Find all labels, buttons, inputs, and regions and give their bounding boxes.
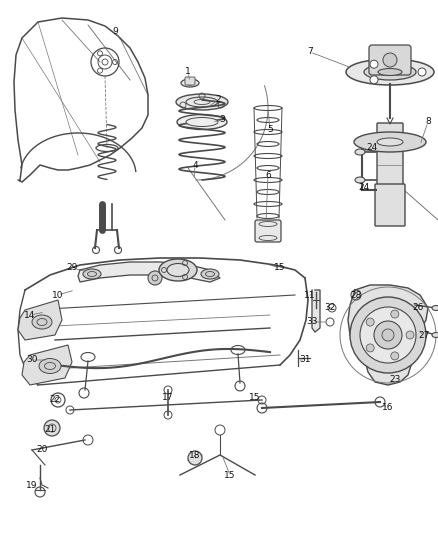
Polygon shape [348, 285, 428, 385]
Text: 5: 5 [267, 125, 273, 134]
Circle shape [391, 352, 399, 360]
Circle shape [370, 76, 378, 84]
Text: 14: 14 [25, 311, 35, 319]
Ellipse shape [378, 69, 402, 76]
FancyBboxPatch shape [375, 184, 405, 226]
Text: 20: 20 [36, 446, 48, 455]
FancyBboxPatch shape [377, 123, 403, 185]
Circle shape [350, 297, 426, 373]
Circle shape [360, 307, 416, 363]
Ellipse shape [176, 94, 228, 110]
Ellipse shape [377, 138, 403, 146]
Ellipse shape [181, 79, 199, 87]
Text: 24: 24 [358, 183, 370, 192]
Circle shape [382, 329, 394, 341]
Text: 30: 30 [26, 356, 38, 365]
Ellipse shape [432, 305, 438, 311]
Text: 10: 10 [52, 290, 64, 300]
Text: 18: 18 [189, 451, 201, 461]
Ellipse shape [432, 333, 438, 337]
Circle shape [370, 60, 378, 68]
Text: 4: 4 [192, 160, 198, 169]
Text: 31: 31 [299, 356, 311, 365]
Circle shape [188, 451, 202, 465]
Polygon shape [18, 300, 62, 340]
Text: 11: 11 [304, 290, 316, 300]
Text: 2: 2 [215, 95, 221, 104]
Text: 17: 17 [162, 393, 174, 402]
Circle shape [406, 331, 414, 339]
FancyBboxPatch shape [369, 45, 411, 75]
Text: 32: 32 [324, 303, 336, 312]
FancyBboxPatch shape [255, 220, 281, 242]
Text: 24: 24 [366, 143, 378, 152]
Text: 8: 8 [425, 117, 431, 126]
Text: 21: 21 [44, 425, 56, 434]
Text: 7: 7 [307, 47, 313, 56]
Text: 27: 27 [418, 330, 430, 340]
Ellipse shape [159, 259, 197, 281]
Circle shape [366, 318, 374, 326]
Ellipse shape [39, 359, 61, 374]
Circle shape [102, 59, 108, 65]
Circle shape [148, 271, 162, 285]
Text: 9: 9 [112, 28, 118, 36]
Polygon shape [22, 345, 72, 385]
Text: 3: 3 [219, 116, 225, 125]
Text: 23: 23 [389, 376, 401, 384]
Ellipse shape [186, 117, 218, 126]
Text: 16: 16 [382, 403, 394, 413]
Circle shape [418, 68, 426, 76]
Circle shape [44, 420, 60, 436]
FancyBboxPatch shape [185, 77, 195, 85]
Text: 28: 28 [350, 290, 362, 300]
Circle shape [366, 344, 374, 352]
Ellipse shape [32, 315, 52, 329]
Ellipse shape [355, 149, 365, 155]
Text: 6: 6 [265, 171, 271, 180]
Text: 15: 15 [224, 471, 236, 480]
Ellipse shape [364, 64, 416, 80]
Circle shape [383, 53, 397, 67]
Ellipse shape [354, 132, 426, 152]
Text: 26: 26 [412, 303, 424, 312]
Polygon shape [312, 290, 320, 332]
Ellipse shape [201, 269, 219, 279]
Ellipse shape [167, 263, 189, 277]
Text: 33: 33 [306, 318, 318, 327]
Text: 22: 22 [49, 395, 60, 405]
Circle shape [391, 310, 399, 318]
Circle shape [374, 321, 402, 349]
Text: 1: 1 [185, 68, 191, 77]
Polygon shape [78, 262, 220, 282]
Text: 15: 15 [274, 263, 286, 272]
Text: 29: 29 [66, 263, 78, 272]
Text: 15: 15 [249, 393, 261, 402]
Ellipse shape [355, 177, 365, 183]
Text: 19: 19 [26, 481, 38, 490]
Ellipse shape [83, 269, 101, 279]
Ellipse shape [177, 115, 227, 130]
Ellipse shape [346, 59, 434, 85]
